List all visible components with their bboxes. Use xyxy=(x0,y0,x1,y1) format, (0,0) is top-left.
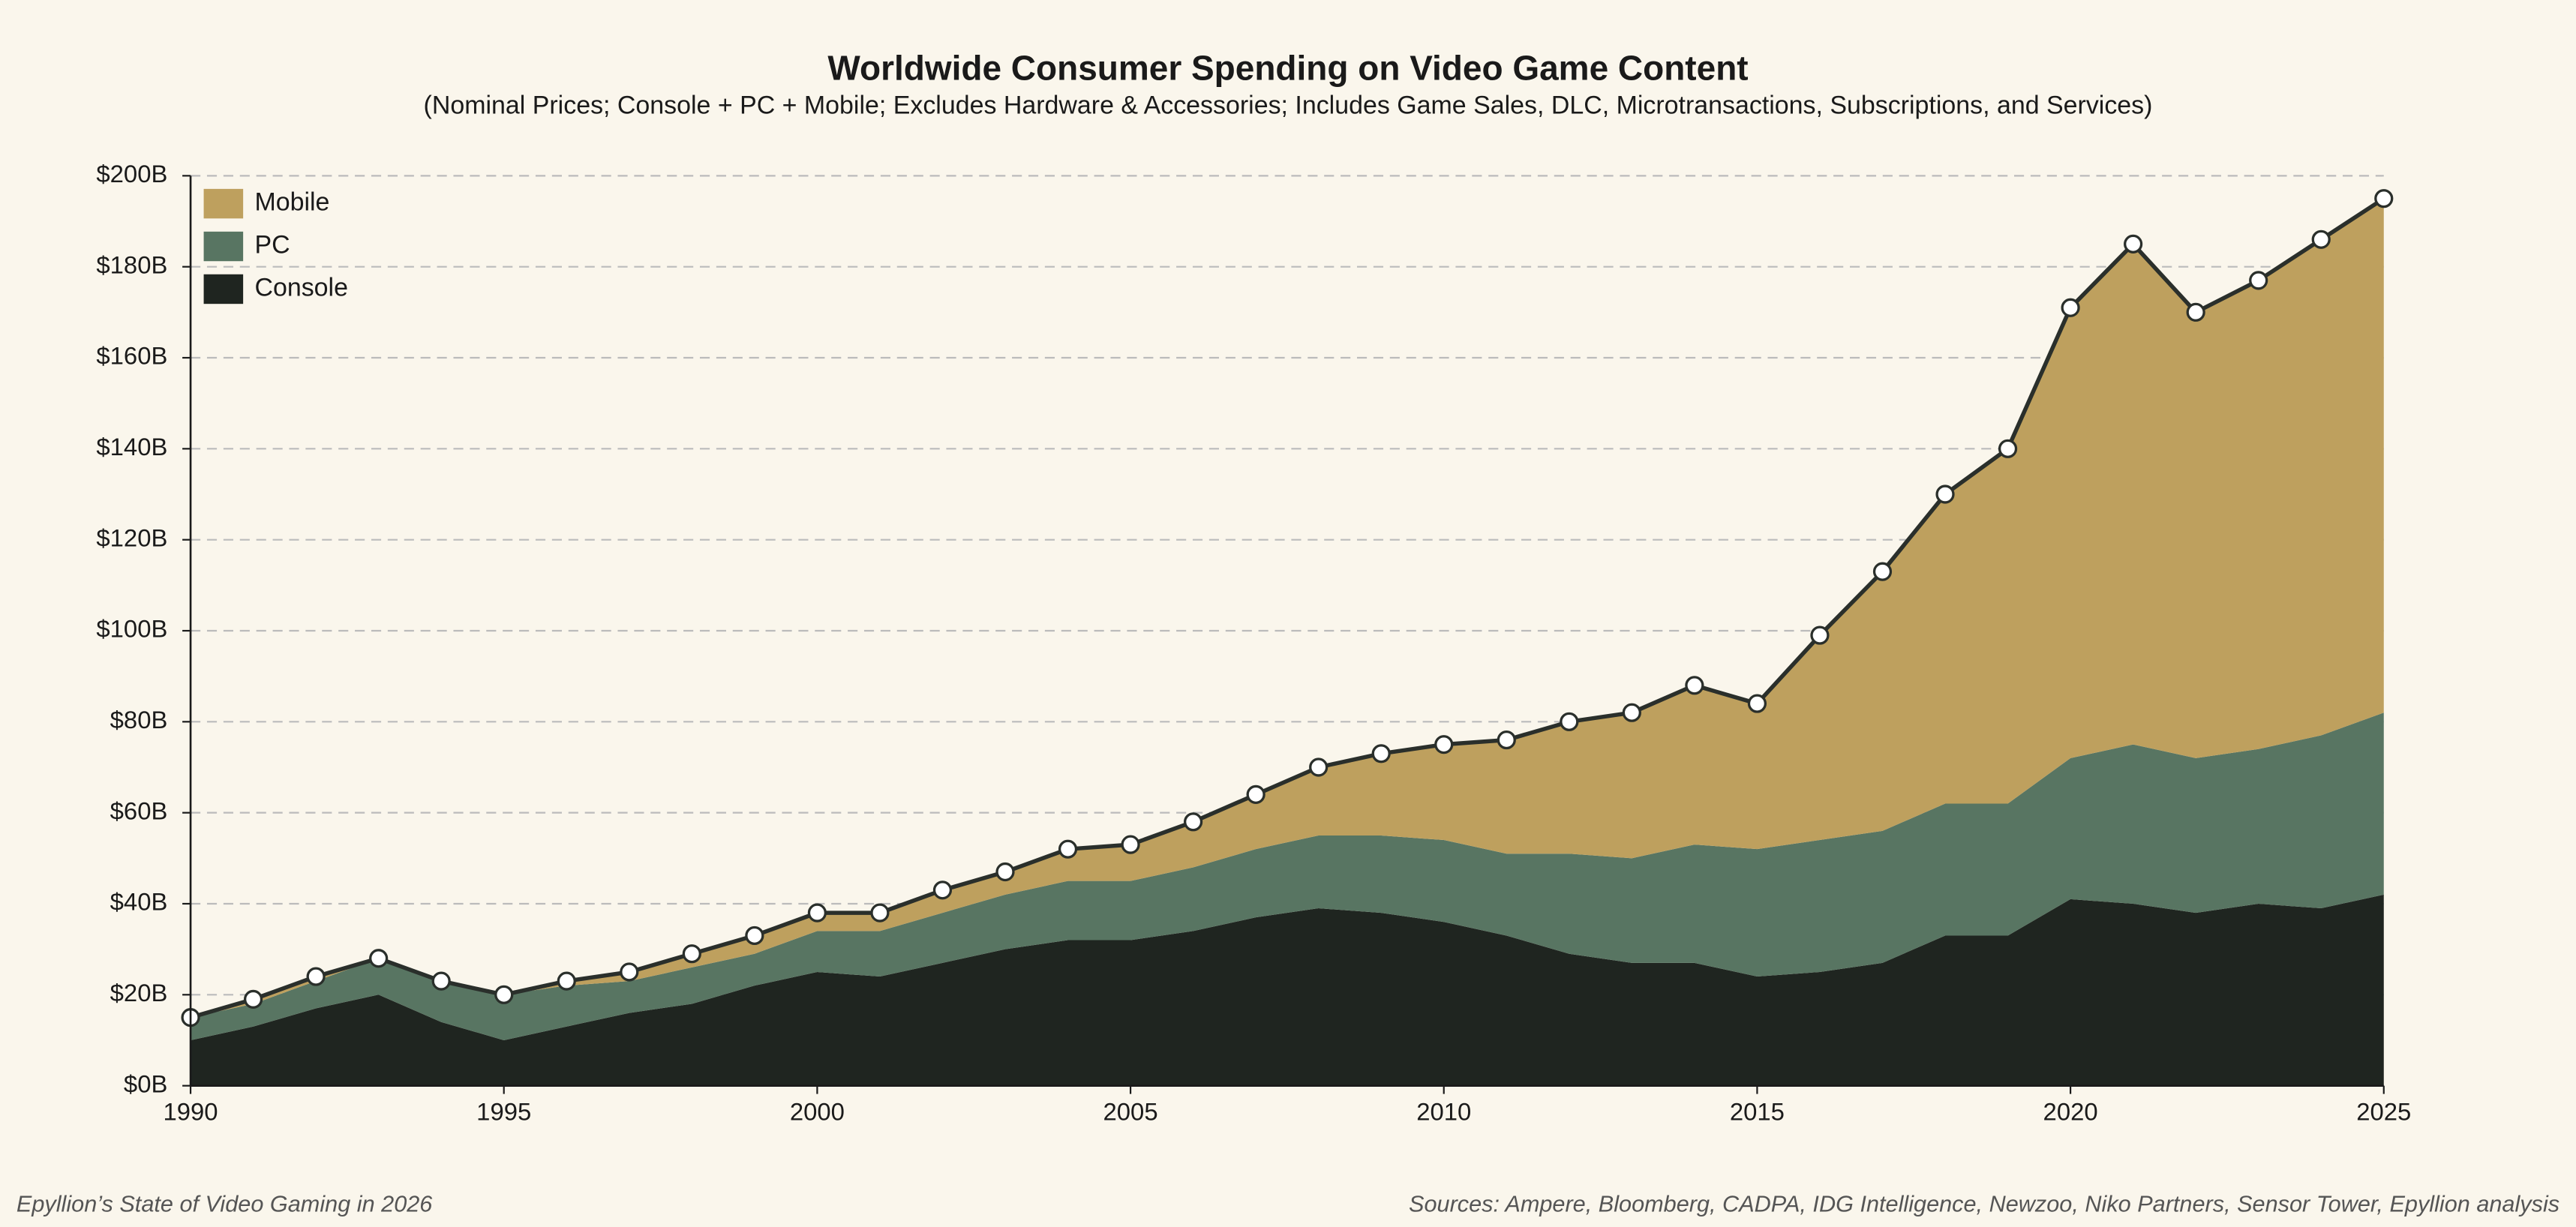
total-marker xyxy=(807,903,827,922)
y-tick-label: $180B xyxy=(96,250,167,278)
total-marker xyxy=(1497,730,1516,750)
total-marker xyxy=(682,944,701,964)
total-marker xyxy=(1560,712,1579,731)
total-marker xyxy=(1058,839,1078,859)
total-marker xyxy=(1747,694,1767,713)
total-marker xyxy=(1371,744,1391,764)
x-tick-label: 1990 xyxy=(164,1098,218,1126)
legend-swatch xyxy=(203,188,244,219)
total-line xyxy=(190,196,2385,1020)
total-marker xyxy=(243,989,263,1009)
total-marker xyxy=(557,971,576,991)
legend-swatch xyxy=(203,231,244,262)
area xyxy=(191,712,2384,1040)
x-tick-label: 2020 xyxy=(2043,1098,2098,1126)
total-marker xyxy=(2311,230,2331,249)
y-tick-label: $40B xyxy=(110,888,168,916)
x-tick-label: 2010 xyxy=(1416,1098,1471,1126)
total-marker xyxy=(1872,562,1893,581)
total-marker xyxy=(995,862,1015,882)
total-marker xyxy=(1434,735,1454,754)
total-marker xyxy=(745,926,764,946)
x-tick-label: 1995 xyxy=(476,1098,531,1126)
y-tick-label: $140B xyxy=(96,433,167,460)
total-marker xyxy=(1685,676,1704,695)
total-marker xyxy=(2374,189,2394,208)
total-marker xyxy=(306,967,326,986)
total-marker xyxy=(620,962,639,982)
total-marker xyxy=(2186,302,2205,322)
total-marker xyxy=(2249,271,2268,290)
chart-subtitle: (Nominal Prices; Console + PC + Mobile; … xyxy=(424,91,2153,119)
total-marker xyxy=(494,985,514,1004)
total-marker xyxy=(1184,812,1203,832)
total-marker xyxy=(2124,234,2143,254)
x-tick-label: 2015 xyxy=(1730,1098,1785,1126)
footer-left: Epyllion’s State of Video Gaming in 2026 xyxy=(17,1192,433,1217)
total-marker xyxy=(1622,703,1641,722)
y-tick-label: $160B xyxy=(96,342,167,370)
total-marker xyxy=(1309,758,1329,777)
legend-label: Console xyxy=(254,273,348,302)
x-tick-label: 2005 xyxy=(1103,1098,1158,1126)
total-marker xyxy=(1810,626,1830,645)
y-tick-label: $200B xyxy=(96,160,167,188)
total-marker xyxy=(1246,784,1265,804)
y-tick-label: $120B xyxy=(96,524,167,551)
chart-title: Worldwide Consumer Spending on Video Gam… xyxy=(827,48,1748,87)
legend-label: PC xyxy=(254,230,290,259)
total-marker xyxy=(1998,439,2018,458)
legend-label: Mobile xyxy=(254,188,329,217)
total-marker xyxy=(932,880,953,900)
area xyxy=(191,198,2384,1018)
y-tick-label: $0B xyxy=(124,1070,167,1097)
legend-swatch xyxy=(203,274,244,304)
footer-right: Sources: Ampere, Bloomberg, CADPA, IDG I… xyxy=(1409,1192,2559,1217)
y-tick-label: $60B xyxy=(110,796,168,824)
total-marker xyxy=(870,903,890,922)
total-marker xyxy=(1935,484,1955,504)
x-tick-label: 2000 xyxy=(790,1098,845,1126)
total-marker xyxy=(2061,298,2080,317)
total-marker xyxy=(369,949,389,968)
y-tick-label: $100B xyxy=(96,615,167,643)
total-marker xyxy=(431,971,451,991)
area xyxy=(191,894,2384,1086)
total-marker xyxy=(1121,835,1140,854)
y-tick-label: $80B xyxy=(110,706,168,734)
y-tick-label: $20B xyxy=(110,979,168,1006)
x-tick-label: 2025 xyxy=(2356,1098,2411,1126)
